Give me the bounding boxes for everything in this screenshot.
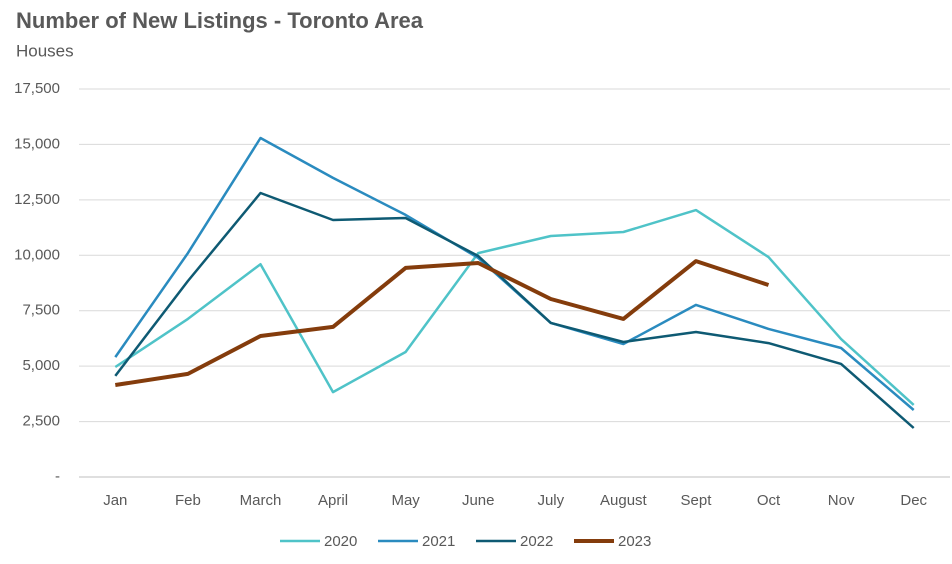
y-tick-label: 10,000 (14, 246, 60, 263)
y-tick-label: 5,000 (22, 357, 60, 374)
series-line (114, 259, 770, 387)
x-tick-label: May (391, 492, 420, 509)
chart-title: Number of New Listings - Toronto Area (16, 8, 424, 33)
x-tick-label: June (462, 492, 495, 509)
x-tick-label: Jan (103, 492, 127, 509)
x-tick-label: Dec (900, 492, 927, 509)
chart-subtitle: Houses (16, 41, 74, 60)
x-tick-label: April (318, 492, 348, 509)
legend-label: 2020 (324, 533, 357, 550)
legend-label: 2022 (520, 533, 553, 550)
y-tick-label: 12,500 (14, 191, 60, 208)
y-tick-label: 7,500 (22, 302, 60, 319)
legend-label: 2023 (618, 533, 651, 550)
series-line (114, 208, 915, 406)
series-line (114, 191, 915, 429)
x-tick-label: March (240, 492, 282, 509)
x-tick-label: Nov (828, 492, 855, 509)
x-tick-label: Feb (175, 492, 201, 509)
legend-label: 2021 (422, 533, 455, 550)
x-tick-label: July (537, 492, 564, 509)
y-tick-label: 17,500 (14, 80, 60, 97)
y-tick-label: 2,500 (22, 413, 60, 430)
series-line (114, 136, 915, 411)
x-tick-label: Sept (681, 492, 713, 509)
y-tick-label: - (55, 468, 60, 485)
y-tick-label: 15,000 (14, 135, 60, 152)
x-tick-label: August (600, 492, 648, 509)
x-tick-label: Oct (757, 492, 781, 509)
